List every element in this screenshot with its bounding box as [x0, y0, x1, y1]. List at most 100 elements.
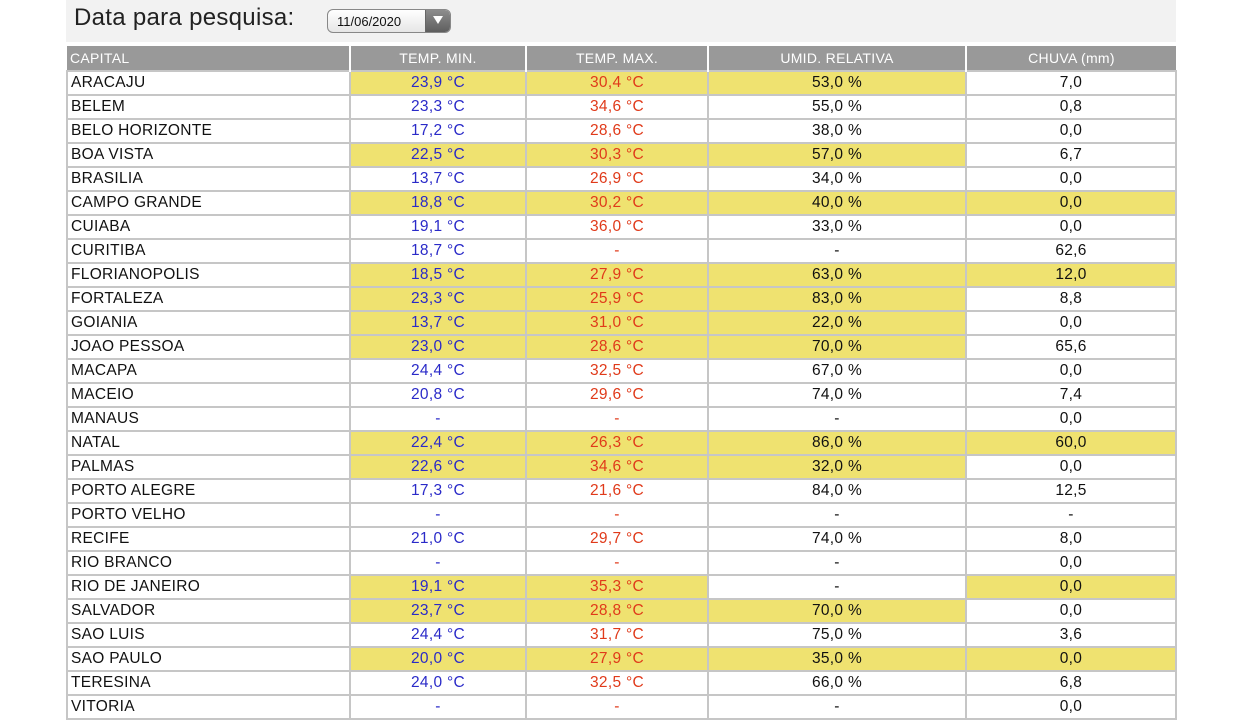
- temp-max-cell: 34,6 °C: [525, 454, 709, 480]
- temp-min-cell: -: [349, 502, 527, 528]
- date-select[interactable]: 11/06/2020: [327, 9, 451, 33]
- temp-min-cell: 17,2 °C: [349, 118, 527, 144]
- capital-cell: PORTO VELHO: [66, 502, 351, 528]
- table-body: ARACAJU 23,9 °C 30,4 °C 53,0 % 7,0 BELEM 23,3 …: [66, 70, 1177, 720]
- header-humidity: UMID. RELATIVA: [708, 46, 967, 71]
- temp-max-cell: 25,9 °C: [525, 286, 709, 312]
- table-row: SAO PAULO 20,0 °C 27,9 °C 35,0 % 0,0: [66, 646, 1177, 672]
- search-bar: [66, 0, 1176, 42]
- capital-cell: PORTO ALEGRE: [66, 478, 351, 504]
- capital-cell: BRASILIA: [66, 166, 351, 192]
- humidity-cell: 83,0 %: [707, 286, 967, 312]
- humidity-cell: 70,0 %: [707, 598, 967, 624]
- temp-min-cell: 13,7 °C: [349, 310, 527, 336]
- capital-cell: BELO HORIZONTE: [66, 118, 351, 144]
- table-row: TERESINA 24,0 °C 32,5 °C 66,0 % 6,8: [66, 670, 1177, 696]
- temp-max-cell: 28,6 °C: [525, 334, 709, 360]
- temp-max-cell: 36,0 °C: [525, 214, 709, 240]
- table-row: CAMPO GRANDE 18,8 °C 30,2 °C 40,0 % 0,0: [66, 190, 1177, 216]
- capital-cell: ARACAJU: [66, 70, 351, 96]
- capital-cell: NATAL: [66, 430, 351, 456]
- rain-cell: 0,0: [965, 574, 1177, 600]
- humidity-cell: -: [707, 502, 967, 528]
- chevron-down-icon: [433, 16, 443, 24]
- temp-min-cell: 13,7 °C: [349, 166, 527, 192]
- temp-max-cell: -: [525, 406, 709, 432]
- temp-max-cell: 31,7 °C: [525, 622, 709, 648]
- capital-cell: FORTALEZA: [66, 286, 351, 312]
- capital-cell: JOAO PESSOA: [66, 334, 351, 360]
- temp-max-cell: 27,9 °C: [525, 646, 709, 672]
- rain-cell: 0,0: [965, 406, 1177, 432]
- table-row: SALVADOR 23,7 °C 28,8 °C 70,0 % 0,0: [66, 598, 1177, 624]
- table-row: FORTALEZA 23,3 °C 25,9 °C 83,0 % 8,8: [66, 286, 1177, 312]
- temp-max-cell: -: [525, 694, 709, 720]
- rain-cell: 0,0: [965, 646, 1177, 672]
- capital-cell: RECIFE: [66, 526, 351, 552]
- temp-min-cell: 19,1 °C: [349, 214, 527, 240]
- rain-cell: 62,6: [965, 238, 1177, 264]
- temp-min-cell: 23,0 °C: [349, 334, 527, 360]
- temp-max-cell: 28,8 °C: [525, 598, 709, 624]
- temp-max-cell: 29,7 °C: [525, 526, 709, 552]
- temp-max-cell: 21,6 °C: [525, 478, 709, 504]
- header-capital: CAPITAL: [67, 46, 351, 71]
- humidity-cell: 70,0 %: [707, 334, 967, 360]
- table-row: ARACAJU 23,9 °C 30,4 °C 53,0 % 7,0: [66, 70, 1177, 96]
- temp-min-cell: -: [349, 406, 527, 432]
- rain-cell: 0,0: [965, 214, 1177, 240]
- capital-cell: RIO DE JANEIRO: [66, 574, 351, 600]
- humidity-cell: 40,0 %: [707, 190, 967, 216]
- table-row: MACAPA 24,4 °C 32,5 °C 67,0 % 0,0: [66, 358, 1177, 384]
- temp-min-cell: 23,7 °C: [349, 598, 527, 624]
- table-row: JOAO PESSOA 23,0 °C 28,6 °C 70,0 % 65,6: [66, 334, 1177, 360]
- capital-cell: MACEIO: [66, 382, 351, 408]
- humidity-cell: 67,0 %: [707, 358, 967, 384]
- humidity-cell: 32,0 %: [707, 454, 967, 480]
- rain-cell: -: [965, 502, 1177, 528]
- humidity-cell: -: [707, 406, 967, 432]
- temp-max-cell: 32,5 °C: [525, 670, 709, 696]
- humidity-cell: -: [707, 694, 967, 720]
- rain-cell: 6,7: [965, 142, 1177, 168]
- temp-max-cell: 34,6 °C: [525, 94, 709, 120]
- humidity-cell: 86,0 %: [707, 430, 967, 456]
- temp-max-cell: 27,9 °C: [525, 262, 709, 288]
- temp-max-cell: 35,3 °C: [525, 574, 709, 600]
- table-row: RIO BRANCO - - -0,0: [66, 550, 1177, 576]
- capital-cell: FLORIANOPOLIS: [66, 262, 351, 288]
- rain-cell: 8,0: [965, 526, 1177, 552]
- table-row: BELEM 23,3 °C 34,6 °C 55,0 % 0,8: [66, 94, 1177, 120]
- capital-cell: BELEM: [66, 94, 351, 120]
- capital-cell: SAO LUIS: [66, 622, 351, 648]
- rain-cell: 0,0: [965, 550, 1177, 576]
- capital-cell: TERESINA: [66, 670, 351, 696]
- table-row: NATAL 22,4 °C 26,3 °C 86,0 % 60,0: [66, 430, 1177, 456]
- dropdown-button[interactable]: [425, 10, 450, 32]
- temp-min-cell: 22,5 °C: [349, 142, 527, 168]
- humidity-cell: 74,0 %: [707, 526, 967, 552]
- capital-cell: VITORIA: [66, 694, 351, 720]
- humidity-cell: 66,0 %: [707, 670, 967, 696]
- humidity-cell: 22,0 %: [707, 310, 967, 336]
- rain-cell: 0,0: [965, 166, 1177, 192]
- table-row: PALMAS 22,6 °C 34,6 °C 32,0 % 0,0: [66, 454, 1177, 480]
- table-row: CURITIBA 18,7 °C - -62,6: [66, 238, 1177, 264]
- rain-cell: 12,5: [965, 478, 1177, 504]
- humidity-cell: 63,0 %: [707, 262, 967, 288]
- rain-cell: 3,6: [965, 622, 1177, 648]
- table-row: FLORIANOPOLIS 18,5 °C 27,9 °C 63,0 % 12,0: [66, 262, 1177, 288]
- capital-cell: CAMPO GRANDE: [66, 190, 351, 216]
- temp-min-cell: 21,0 °C: [349, 526, 527, 552]
- humidity-cell: 55,0 %: [707, 94, 967, 120]
- temp-min-cell: 20,0 °C: [349, 646, 527, 672]
- temp-min-cell: 23,9 °C: [349, 70, 527, 96]
- table-row: SAO LUIS 24,4 °C 31,7 °C 75,0 % 3,6: [66, 622, 1177, 648]
- rain-cell: 0,0: [965, 358, 1177, 384]
- humidity-cell: 38,0 %: [707, 118, 967, 144]
- humidity-cell: 35,0 %: [707, 646, 967, 672]
- humidity-cell: 53,0 %: [707, 70, 967, 96]
- temp-min-cell: 22,6 °C: [349, 454, 527, 480]
- table-row: RIO DE JANEIRO 19,1 °C 35,3 °C -0,0: [66, 574, 1177, 600]
- capital-cell: GOIANIA: [66, 310, 351, 336]
